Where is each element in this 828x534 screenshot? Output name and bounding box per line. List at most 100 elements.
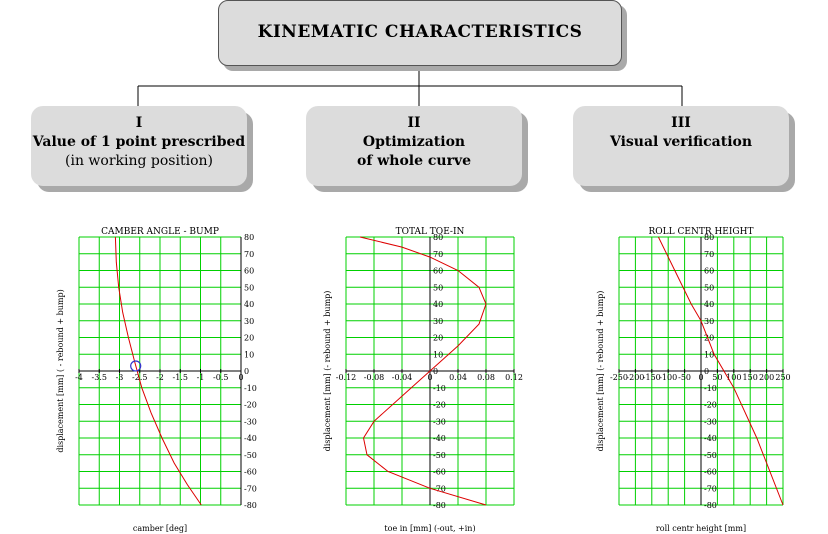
x-tick-label: -0.5	[213, 373, 228, 382]
y-tick-label: 10	[433, 350, 443, 359]
chart-title: ROLL CENTR HEIGHT	[649, 227, 754, 237]
x-tick-label: -1.5	[173, 373, 188, 382]
y-tick-label: 60	[704, 267, 714, 276]
step-box-2: II Optimization of whole curve	[306, 106, 522, 186]
x-tick-label: -0.12	[336, 373, 357, 382]
chart-1: -4 -3.5 -3 -2.5 -2 -1.5 -1 -0.5 0 80 70 60 50 40 30 20 1…	[56, 227, 257, 533]
x-axis-label: camber [deg]	[133, 524, 187, 533]
y-tick-label: 0	[244, 367, 249, 376]
y-tick-label: -40	[244, 434, 257, 443]
x-tick-label: -4	[75, 373, 83, 382]
y-tick-label: 50	[244, 283, 254, 292]
y-tick-label: -10	[244, 384, 257, 393]
y-tick-label: -80	[244, 501, 257, 510]
y-tick-label: -80	[704, 501, 717, 510]
x-tick-label: -3.5	[92, 373, 107, 382]
step-box-3: III Visual verification	[573, 106, 789, 186]
x-tick-label: -0.08	[364, 373, 385, 382]
y-tick-label: 10	[244, 350, 254, 359]
x-tick-label: 0.12	[505, 373, 523, 382]
y-tick-label: -10	[433, 384, 446, 393]
y-tick-label: 60	[433, 267, 443, 276]
y-tick-label: 30	[244, 317, 254, 326]
step-1-line2: (in working position)	[65, 153, 213, 169]
x-tick-label: -2.5	[132, 373, 147, 382]
chart-2: -0.12 -0.08 -0.04 0 0.04 0.08 0.12 80 70 60 50 40 30…	[323, 227, 523, 533]
x-tick-label: 250	[775, 373, 790, 382]
x-tick-label: -50	[678, 373, 691, 382]
y-axis-label: displacement [mm] (- rebound + bump)	[323, 291, 332, 452]
y-tick-label: 50	[704, 283, 714, 292]
y-tick-label: -60	[433, 468, 446, 477]
x-tick-label: 100	[726, 373, 741, 382]
page-title: KINEMATIC CHARACTERISTICS	[257, 22, 583, 42]
y-tick-label: 60	[244, 267, 254, 276]
y-tick-label: -50	[433, 451, 446, 460]
x-axis-label: toe in [mm] (-out, +in)	[384, 524, 475, 533]
step-2-line2: of whole curve	[356, 153, 472, 169]
y-tick-label: 30	[433, 317, 443, 326]
chart-title: TOTAL TOE-IN	[396, 227, 465, 237]
y-tick-label: -60	[704, 468, 717, 477]
y-tick-label: 40	[704, 300, 714, 309]
chart-title: CAMBER ANGLE - BUMP	[101, 227, 219, 237]
series-line	[657, 236, 784, 506]
x-tick-label: 0.08	[477, 373, 495, 382]
y-tick-label: 80	[433, 233, 443, 242]
y-axis-label: displacement [mm] ( - rebound + bump)	[56, 289, 65, 452]
x-tick-label: -200	[626, 373, 644, 382]
title-box: KINEMATIC CHARACTERISTICS	[218, 0, 622, 66]
y-tick-label: -70	[433, 484, 446, 493]
y-tick-label: 10	[704, 350, 714, 359]
x-tick-label: 0	[238, 373, 243, 382]
prescribed-point-marker	[130, 360, 142, 372]
step-3-line1: Visual verification	[609, 134, 753, 150]
x-tick-label: 0	[427, 373, 432, 382]
x-tick-label: -2	[156, 373, 164, 382]
y-tick-label: 70	[433, 250, 443, 259]
y-tick-label: -80	[433, 501, 446, 510]
step-box-1: I Value of 1 point prescribed (in workin…	[31, 106, 247, 186]
y-tick-label: 30	[704, 317, 714, 326]
y-tick-label: -70	[244, 484, 257, 493]
step-1-numeral: I	[135, 115, 143, 131]
y-tick-label: -40	[704, 434, 717, 443]
y-tick-label: 20	[704, 334, 714, 343]
y-tick-label: -20	[244, 401, 257, 410]
x-tick-label: -1	[197, 373, 205, 382]
y-tick-label: 80	[704, 233, 714, 242]
x-tick-label: 50	[712, 373, 722, 382]
x-tick-label: 0	[698, 373, 703, 382]
y-tick-label: -40	[433, 434, 446, 443]
y-tick-label: -50	[244, 451, 257, 460]
y-tick-label: -30	[244, 417, 257, 426]
y-tick-label: -60	[244, 468, 257, 477]
y-tick-label: 20	[244, 334, 254, 343]
y-tick-label: 80	[244, 233, 254, 242]
y-tick-label: -10	[704, 384, 717, 393]
y-tick-label: 40	[244, 300, 254, 309]
x-tick-label: 200	[759, 373, 774, 382]
y-axis-label: displacement [mm] (- rebound + bump)	[596, 291, 605, 452]
series-line	[359, 236, 487, 506]
x-tick-label: -0.04	[392, 373, 413, 382]
y-tick-label: -20	[433, 401, 446, 410]
step-2-numeral: II	[407, 115, 421, 131]
y-tick-label: -30	[704, 417, 717, 426]
step-1-line1: Value of 1 point prescribed	[32, 134, 246, 150]
y-tick-label: -50	[704, 451, 717, 460]
x-tick-label: -150	[643, 373, 661, 382]
x-tick-label: 150	[743, 373, 758, 382]
y-tick-label: -20	[704, 401, 717, 410]
x-tick-label: -250	[610, 373, 628, 382]
y-tick-label: -70	[704, 484, 717, 493]
x-axis-label: roll centr height [mm]	[656, 524, 746, 533]
y-tick-label: 0	[704, 367, 709, 376]
step-2-line1: Optimization	[362, 134, 466, 150]
y-tick-label: 70	[244, 250, 254, 259]
y-tick-label: 20	[433, 334, 443, 343]
step-3-numeral: III	[671, 115, 691, 131]
y-tick-label: 0	[433, 367, 438, 376]
